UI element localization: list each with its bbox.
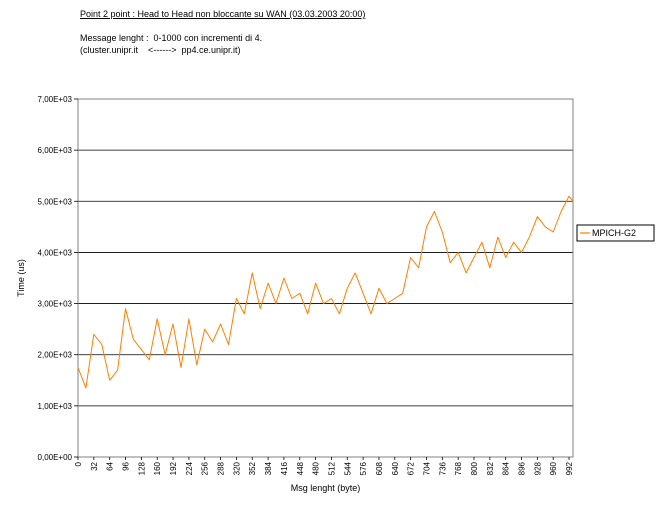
x-tick-label: 96	[122, 461, 131, 470]
y-axis-label: Time (us)	[16, 259, 26, 297]
y-axis: 0,00E+00 1,00E+03 2,00E+03 3,00E+03 4,00E+03…	[38, 95, 78, 462]
message-length-note: Message lenght : 0-1000 con incrementi d…	[80, 33, 263, 43]
x-tick-label: 512	[327, 461, 336, 475]
x-tick-label: 384	[264, 461, 273, 475]
chart-title: Point 2 point : Head to Head non bloccan…	[80, 9, 366, 19]
legend: MPICH-G2	[576, 224, 655, 242]
grid-lines	[78, 98, 573, 407]
y-tick-label: 4,00E+03	[38, 248, 73, 257]
x-tick-label: 544	[343, 461, 352, 475]
legend-label: MPICH-G2	[592, 228, 636, 238]
legend-box	[576, 224, 655, 242]
x-tick-label: 672	[407, 461, 416, 475]
x-tick-label: 704	[422, 461, 431, 475]
x-tick-label: 992	[565, 461, 574, 475]
y-tick-label: 7,00E+03	[38, 95, 73, 104]
y-tick-label: 2,00E+03	[38, 351, 73, 360]
x-tick-label: 128	[137, 461, 146, 475]
x-tick-label: 608	[375, 461, 384, 475]
x-tick-label: 448	[296, 461, 305, 475]
series-line-mpich-g2	[77, 195, 574, 389]
x-tick-label: 832	[486, 461, 495, 475]
y-tick-label: 0,00E+00	[38, 453, 73, 462]
y-tick-label: 5,00E+03	[38, 197, 73, 206]
x-tick-label: 288	[217, 461, 226, 475]
y-tick-label: 1,00E+03	[38, 402, 73, 411]
y-tick-label: 3,00E+03	[38, 300, 73, 309]
x-tick-label: 64	[106, 461, 115, 470]
x-tick-label: 320	[232, 461, 241, 475]
x-tick-label: 192	[169, 461, 178, 475]
x-tick-label: 960	[549, 461, 558, 475]
x-tick-label: 224	[185, 461, 194, 475]
x-tick-label: 896	[518, 461, 527, 475]
x-tick-label: 640	[391, 461, 400, 475]
y-tick-label: 6,00E+03	[38, 146, 73, 155]
x-tick-label: 480	[312, 461, 321, 475]
x-tick-label: 928	[533, 461, 542, 475]
x-tick-label: 800	[470, 461, 479, 475]
x-tick-label: 864	[502, 461, 511, 475]
x-tick-label: 352	[248, 461, 257, 475]
hosts-note: (cluster.unipr.it <------> pp4.ce.unipr.…	[80, 45, 241, 55]
x-tick-label: 160	[153, 461, 162, 475]
x-tick-label: 32	[90, 461, 99, 470]
x-tick-label: 736	[438, 461, 447, 475]
plot-area	[77, 98, 574, 458]
x-tick-label: 576	[359, 461, 368, 475]
x-axis: 0 32 64 96 128 160 192 224 256 288 320 352 384 416 448…	[74, 457, 574, 475]
x-tick-label: 768	[454, 461, 463, 475]
x-tick-label: 0	[74, 461, 83, 466]
series-group	[77, 195, 574, 389]
x-tick-label: 256	[201, 461, 210, 475]
x-axis-label: Msg lenght (byte)	[291, 483, 361, 493]
x-tick-label: 416	[280, 461, 289, 475]
